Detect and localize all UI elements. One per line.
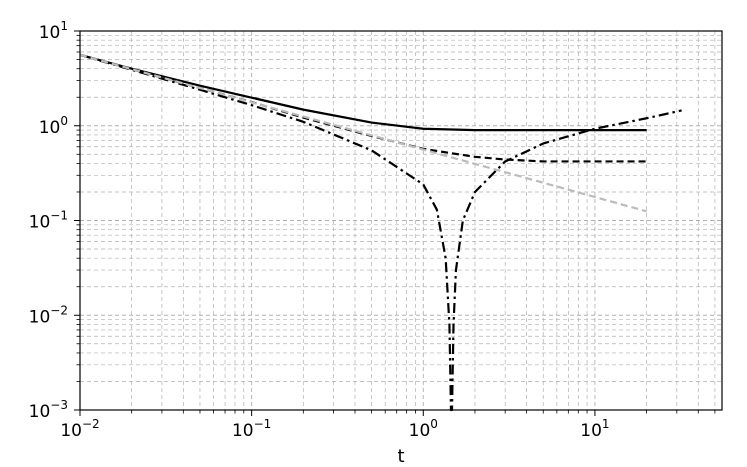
ticks [74, 30, 716, 416]
plot-background [80, 31, 722, 410]
y-tick-label: 10−1 [29, 209, 68, 233]
y-tick-label: 10−2 [29, 303, 68, 327]
x-tick-labels: 10−2 10−1 100 101 [60, 417, 609, 441]
series-line-4 [79, 53, 647, 213]
x-tick-label: 100 [409, 417, 438, 441]
y-tick-label: 101 [39, 19, 68, 43]
y-tick-labels: 10−3 10−2 10−1 100 101 [29, 19, 68, 422]
x-tick-label: 101 [580, 417, 609, 441]
series-line-1 [79, 53, 647, 132]
y-tick-label: 100 [39, 114, 68, 138]
x-axis-label: t [397, 446, 404, 467]
y-tick-label: 10−3 [29, 398, 68, 422]
x-tick-label: 10−2 [60, 417, 99, 441]
x-tick-label: 10−1 [232, 417, 271, 441]
